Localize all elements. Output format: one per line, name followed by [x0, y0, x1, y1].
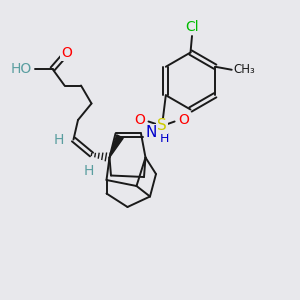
- Text: H: H: [83, 164, 94, 178]
- Text: CH₃: CH₃: [233, 63, 255, 76]
- Text: Cl: Cl: [185, 20, 199, 34]
- Text: O: O: [178, 113, 189, 127]
- Polygon shape: [110, 135, 123, 158]
- Text: H: H: [54, 133, 64, 146]
- Text: HO: HO: [11, 62, 32, 76]
- Text: N: N: [146, 125, 157, 140]
- Text: S: S: [157, 118, 167, 134]
- Text: H: H: [159, 132, 169, 146]
- Text: O: O: [134, 113, 145, 127]
- Text: O: O: [61, 46, 72, 60]
